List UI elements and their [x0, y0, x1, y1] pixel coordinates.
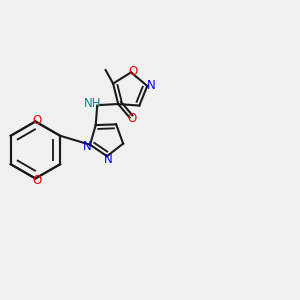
Text: O: O	[128, 112, 136, 125]
Text: N: N	[146, 79, 155, 92]
Text: N: N	[103, 153, 112, 166]
Text: O: O	[32, 113, 41, 127]
Text: N: N	[83, 140, 92, 153]
Text: O: O	[32, 173, 41, 187]
Text: O: O	[129, 64, 138, 78]
Text: NH: NH	[84, 97, 101, 110]
